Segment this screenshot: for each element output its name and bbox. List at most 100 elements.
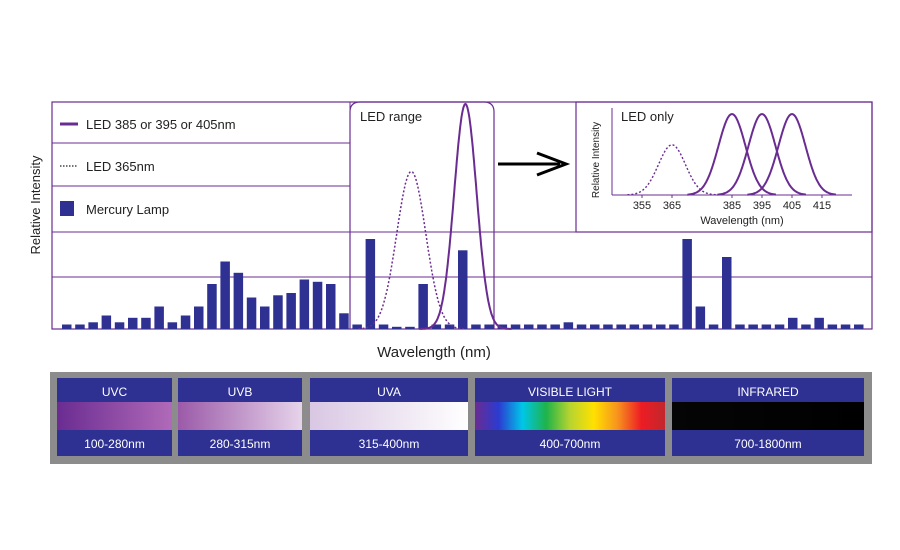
legend-label-mercury: Mercury Lamp — [86, 202, 169, 217]
band-range: 700-1800nm — [734, 437, 801, 451]
mercury-bar — [801, 324, 811, 329]
inset-tick-label: 405 — [783, 200, 801, 212]
inset-curve-405 — [747, 113, 837, 196]
led-365-curve — [358, 170, 465, 330]
mercury-bar — [484, 324, 494, 329]
mercury-bar — [708, 324, 719, 329]
led-range-label: LED range — [360, 109, 422, 124]
band-name: UVC — [102, 385, 128, 399]
mercury-bar — [761, 324, 772, 329]
inset-y-axis-label: Relative Intensity — [591, 122, 602, 198]
mercury-bar — [550, 324, 560, 329]
mercury-bar — [444, 324, 455, 329]
inset-ticks: 355 365 385 395 405 415 — [633, 195, 831, 212]
mercury-bar — [88, 322, 98, 330]
mercury-bar — [326, 284, 336, 329]
band-range: 280-315nm — [210, 437, 271, 451]
mercury-bar — [458, 250, 468, 330]
mercury-bar — [75, 324, 85, 329]
inset-tick-label: 415 — [813, 200, 831, 212]
mercury-bar — [128, 317, 138, 330]
arrow-icon — [498, 151, 571, 177]
led-curves — [358, 102, 512, 330]
inset-tick-label: 365 — [663, 200, 681, 212]
mercury-bar — [629, 324, 640, 329]
mercury-bar — [788, 317, 798, 330]
mercury-bar — [194, 306, 204, 329]
mercury-bar — [563, 322, 574, 330]
mercury-bar — [141, 317, 151, 330]
band-color-strip — [57, 402, 172, 430]
inset-x-axis-label: Wavelength (nm) — [700, 215, 783, 227]
mercury-bar — [167, 322, 178, 330]
mercury-bar — [392, 326, 402, 330]
mercury-bar — [339, 313, 349, 330]
mercury-bar — [418, 284, 428, 329]
mercury-bar — [233, 272, 244, 330]
mercury-bar — [656, 324, 666, 329]
mercury-bar — [854, 324, 864, 329]
spectrum-band: INFRARED 700-1800nm — [672, 378, 864, 456]
inset-tick-label: 385 — [723, 200, 741, 212]
mercury-bar — [246, 297, 257, 329]
mercury-bar — [352, 324, 362, 329]
mercury-bar — [616, 324, 626, 329]
mercury-bar — [286, 293, 296, 329]
mercury-bar — [642, 324, 653, 329]
spectrum-band: UVB 280-315nm — [178, 378, 302, 456]
band-range: 100-280nm — [84, 437, 145, 451]
mercury-bar — [497, 324, 508, 329]
inset-chart: LED only Relative Intensity 355 365 385 395… — [575, 101, 873, 233]
led-main-curve — [419, 102, 512, 330]
legend-label-led-365: LED 365nm — [86, 159, 155, 174]
mercury-bar — [114, 322, 125, 330]
mercury-bar — [510, 324, 521, 329]
mercury-bar — [774, 324, 785, 329]
band-color-strip — [178, 402, 302, 430]
led-range-box — [349, 101, 495, 329]
mercury-bar — [524, 324, 534, 329]
band-color-strip — [310, 402, 468, 430]
x-axis-label: Wavelength (nm) — [377, 344, 491, 361]
mercury-bar — [62, 324, 72, 329]
band-name: VISIBLE LIGHT — [528, 385, 613, 399]
mercury-bar — [378, 324, 389, 329]
mercury-bar — [207, 284, 217, 329]
mercury-bar — [299, 279, 310, 329]
inset-tick-label: 355 — [633, 200, 651, 212]
band-name: INFRARED — [737, 385, 799, 399]
mercury-bar — [827, 324, 838, 329]
mercury-bar — [431, 324, 442, 329]
mercury-bar — [576, 324, 587, 329]
mercury-bar — [273, 295, 283, 330]
mercury-bar — [669, 324, 679, 329]
mercury-bar — [405, 326, 415, 330]
mercury-bar — [154, 306, 164, 329]
mercury-bar — [260, 306, 270, 329]
mercury-bar — [365, 239, 376, 329]
mercury-bar — [180, 315, 191, 329]
spectrum-band: UVA 315-400nm — [310, 378, 468, 456]
mercury-bar — [722, 257, 732, 329]
spectrum-band: VISIBLE LIGHT 400-700nm — [475, 378, 665, 456]
inset-curves — [627, 113, 837, 196]
band-color-strip — [475, 402, 665, 430]
mercury-bar — [840, 324, 851, 329]
mercury-bar — [748, 324, 758, 329]
spectrum-strip: UVC 100-280nm UVB 280-315nm UVA 315-400nm VISI… — [50, 372, 872, 464]
mercury-bar — [220, 261, 230, 329]
mercury-bar — [101, 315, 112, 329]
inset-tick-label: 395 — [753, 200, 771, 212]
y-axis-label: Relative Intensity — [28, 155, 43, 254]
mercury-bar — [814, 317, 824, 330]
mercury-bar — [471, 324, 481, 329]
mercury-bar — [312, 281, 323, 330]
mercury-bar — [603, 324, 613, 329]
legend-label-led-main: LED 385 or 395 or 405nm — [86, 117, 236, 132]
band-range: 315-400nm — [359, 437, 420, 451]
mercury-bar — [682, 239, 692, 329]
inset-title: LED only — [621, 109, 674, 124]
band-color-strip — [672, 402, 864, 430]
mercury-bar — [735, 324, 745, 329]
